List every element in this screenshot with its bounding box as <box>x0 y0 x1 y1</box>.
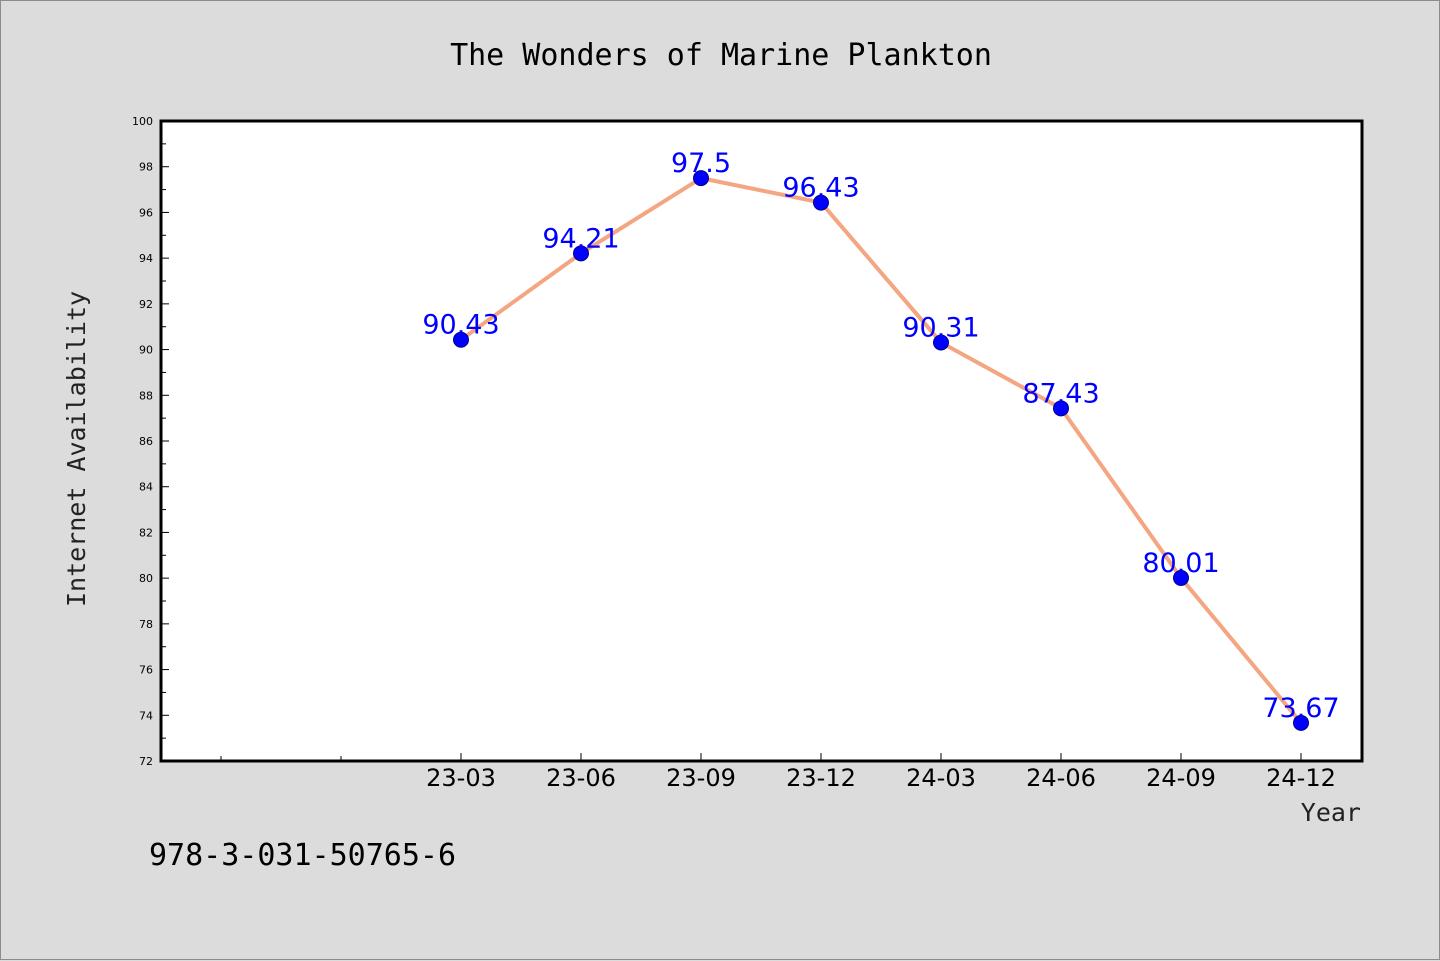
x-tick-label: 24-09 <box>1146 764 1216 792</box>
y-tick-label: 88 <box>139 389 153 402</box>
y-tick-label: 72 <box>139 755 153 768</box>
x-axis-label: Year <box>1301 798 1361 827</box>
series-line <box>459 176 1303 725</box>
data-point <box>573 245 589 262</box>
x-tick-label: 23-03 <box>426 764 496 792</box>
y-tick-label: 94 <box>139 252 153 265</box>
data-label: 80.01 <box>1142 548 1219 579</box>
x-tick-label: 23-06 <box>546 764 616 792</box>
x-tick-label: 24-06 <box>1026 764 1096 792</box>
y-tick-label: 86 <box>139 435 153 448</box>
y-tick-label: 92 <box>139 298 153 311</box>
data-label: 96.43 <box>782 173 859 204</box>
series-markers <box>453 170 1309 731</box>
y-tick-label: 100 <box>132 115 153 128</box>
data-label: 90.43 <box>422 310 499 341</box>
x-tick-label: 24-03 <box>906 764 976 792</box>
y-tick-label: 90 <box>139 344 153 357</box>
chart-title: The Wonders of Marine Plankton <box>450 38 992 73</box>
data-point <box>933 334 949 351</box>
y-tick-label: 82 <box>139 526 153 539</box>
x-tick-label: 23-09 <box>666 764 736 792</box>
data-label: 97.5 <box>671 148 731 179</box>
data-point <box>1053 400 1069 417</box>
y-tick-label: 76 <box>139 664 153 677</box>
data-point <box>1293 714 1309 731</box>
y-tick-label: 98 <box>139 161 153 174</box>
data-label: 90.31 <box>902 312 979 343</box>
y-tick-label: 74 <box>139 709 153 722</box>
plot-border <box>159 119 1364 763</box>
y-tick-label: 84 <box>139 481 153 494</box>
y-axis-label: Internet Availability <box>62 291 91 607</box>
data-point <box>1173 569 1189 586</box>
x-tick-label: 24-12 <box>1266 764 1336 792</box>
isbn-text: 978-3-031-50765-6 <box>149 838 456 873</box>
data-point <box>813 194 829 211</box>
data-label: 73.67 <box>1262 693 1339 724</box>
data-label: 87.43 <box>1022 378 1099 409</box>
y-axis: 72 74 76 78 80 82 84 86 88 90 92 94 96 98 100 <box>132 115 169 768</box>
y-tick-label: 96 <box>139 206 153 219</box>
data-labels: 90.43 94.21 97.5 96.43 90.31 87.43 80.01 73.67 <box>422 148 1339 724</box>
x-tick-label: 23-12 <box>786 764 856 792</box>
y-tick-label: 78 <box>139 618 153 631</box>
data-label: 94.21 <box>542 223 619 254</box>
data-point <box>693 170 709 187</box>
x-axis: 23-03 23-06 23-09 23-12 24-03 24-06 24-09 24-12 <box>220 753 1336 792</box>
plot-area <box>161 121 1362 761</box>
y-tick-label: 80 <box>139 572 153 585</box>
data-point <box>453 331 469 348</box>
